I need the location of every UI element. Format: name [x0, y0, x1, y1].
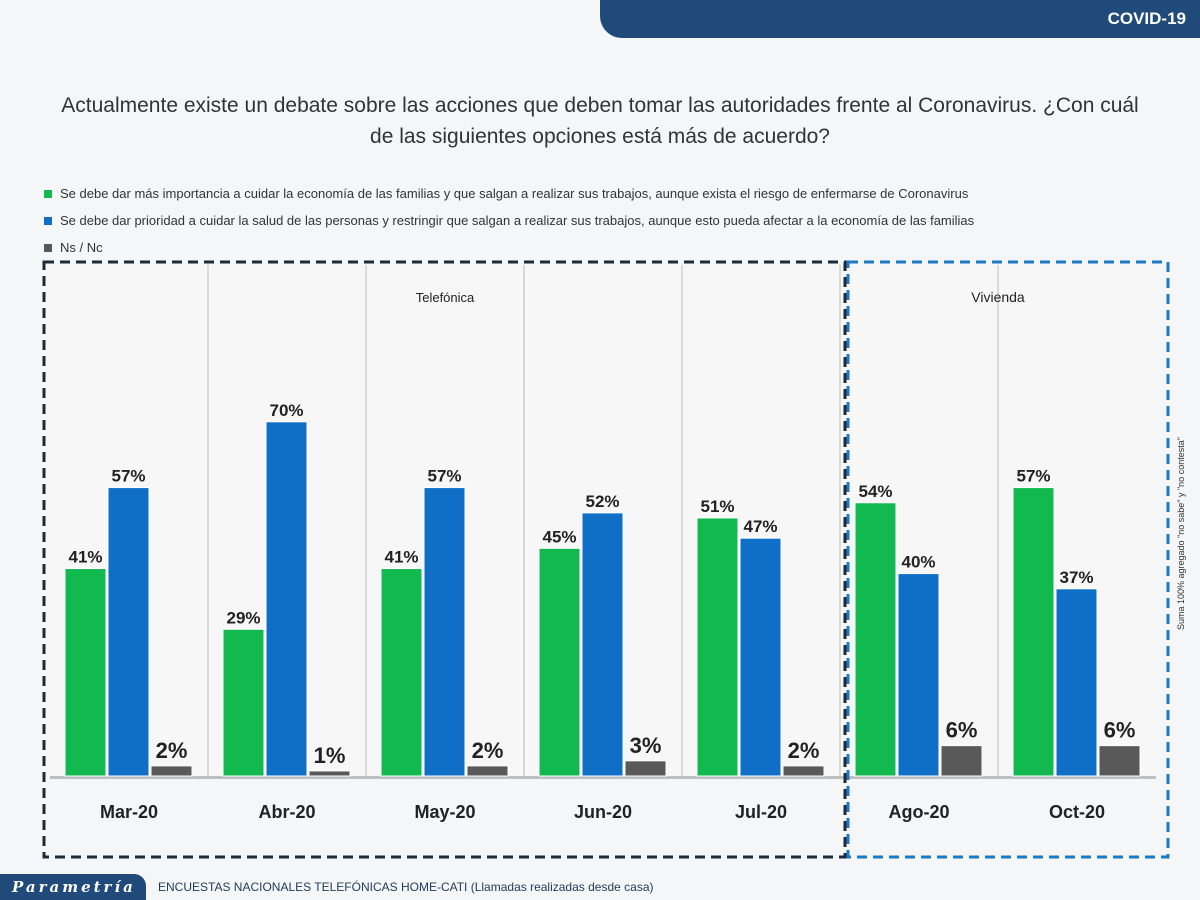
- bar: [423, 487, 466, 777]
- bar: [581, 512, 624, 777]
- data-label: 29%: [226, 608, 260, 627]
- side-note: Suma 100% agregado "no sabe" y "no conte…: [1176, 437, 1186, 630]
- group-label: Telefónica: [416, 290, 475, 305]
- category-label: May-20: [414, 802, 475, 822]
- bar: [854, 502, 897, 777]
- data-label: 52%: [585, 492, 619, 511]
- data-label: 6%: [946, 718, 978, 743]
- bar: [64, 568, 107, 777]
- bar: [265, 421, 308, 777]
- telefonica-group-box: [42, 260, 847, 859]
- category-label: Ago-20: [888, 802, 949, 822]
- bar: [466, 765, 509, 777]
- bar: [1098, 745, 1141, 777]
- data-label: 40%: [901, 553, 935, 572]
- legend-swatch-gray: [44, 243, 52, 252]
- bar: [380, 568, 423, 777]
- legend-label: Se debe dar prioridad a cuidar la salud …: [60, 213, 975, 228]
- data-label: 2%: [472, 738, 504, 763]
- vivienda-group-box: [846, 260, 1170, 859]
- legend-item: Se debe dar más importancia a cuidar la …: [44, 180, 974, 207]
- bar: [940, 745, 983, 777]
- bar: [538, 547, 581, 777]
- bar: [308, 770, 351, 777]
- bar: [150, 765, 193, 777]
- legend-item: Ns / Nc: [44, 234, 974, 261]
- data-label: 51%: [700, 497, 734, 516]
- header-bar: COVID-19: [600, 0, 1200, 38]
- category-label: Mar-20: [100, 802, 158, 822]
- data-label: 3%: [630, 733, 662, 758]
- x-axis: [50, 776, 1156, 779]
- bar: [739, 537, 782, 777]
- data-label: 41%: [384, 548, 418, 567]
- bar: [624, 760, 667, 777]
- bar: [1055, 588, 1098, 777]
- covid-badge: COVID-19: [1107, 9, 1186, 28]
- bar: [222, 628, 265, 777]
- footer-text: ENCUESTAS NACIONALES TELEFÓNICAS HOME-CA…: [158, 880, 654, 894]
- bar: [897, 573, 940, 777]
- data-label: 47%: [743, 517, 777, 536]
- category-label: Jul-20: [735, 802, 787, 822]
- data-label: 41%: [68, 548, 102, 567]
- bar: [1012, 487, 1055, 777]
- data-label: 57%: [427, 467, 461, 486]
- data-label: 6%: [1104, 718, 1136, 743]
- category-label: Jun-20: [574, 802, 632, 822]
- legend-item: Se debe dar prioridad a cuidar la salud …: [44, 207, 974, 234]
- category-label: Abr-20: [258, 802, 315, 822]
- bar: [782, 765, 825, 777]
- legend-label: Ns / Nc: [60, 240, 103, 255]
- chart-title: Actualmente existe un debate sobre las a…: [61, 94, 1139, 148]
- data-label: 1%: [314, 743, 346, 768]
- parametria-logo: Parametría: [0, 874, 146, 900]
- group-label: Vivienda: [971, 289, 1025, 305]
- category-label: Oct-20: [1049, 802, 1105, 822]
- data-label: 2%: [156, 738, 188, 763]
- bar: [107, 487, 150, 777]
- data-label: 70%: [269, 401, 303, 420]
- legend-swatch-blue: [44, 216, 52, 225]
- legend-swatch-green: [44, 189, 52, 198]
- bar: [696, 517, 739, 777]
- data-label: 54%: [858, 482, 892, 501]
- data-label: 45%: [542, 527, 576, 546]
- data-label: 57%: [1016, 467, 1050, 486]
- data-label: 57%: [111, 467, 145, 486]
- data-label: 37%: [1059, 568, 1093, 587]
- legend-label: Se debe dar más importancia a cuidar la …: [60, 186, 969, 201]
- legend: Se debe dar más importancia a cuidar la …: [44, 180, 974, 261]
- data-label: 2%: [788, 738, 820, 763]
